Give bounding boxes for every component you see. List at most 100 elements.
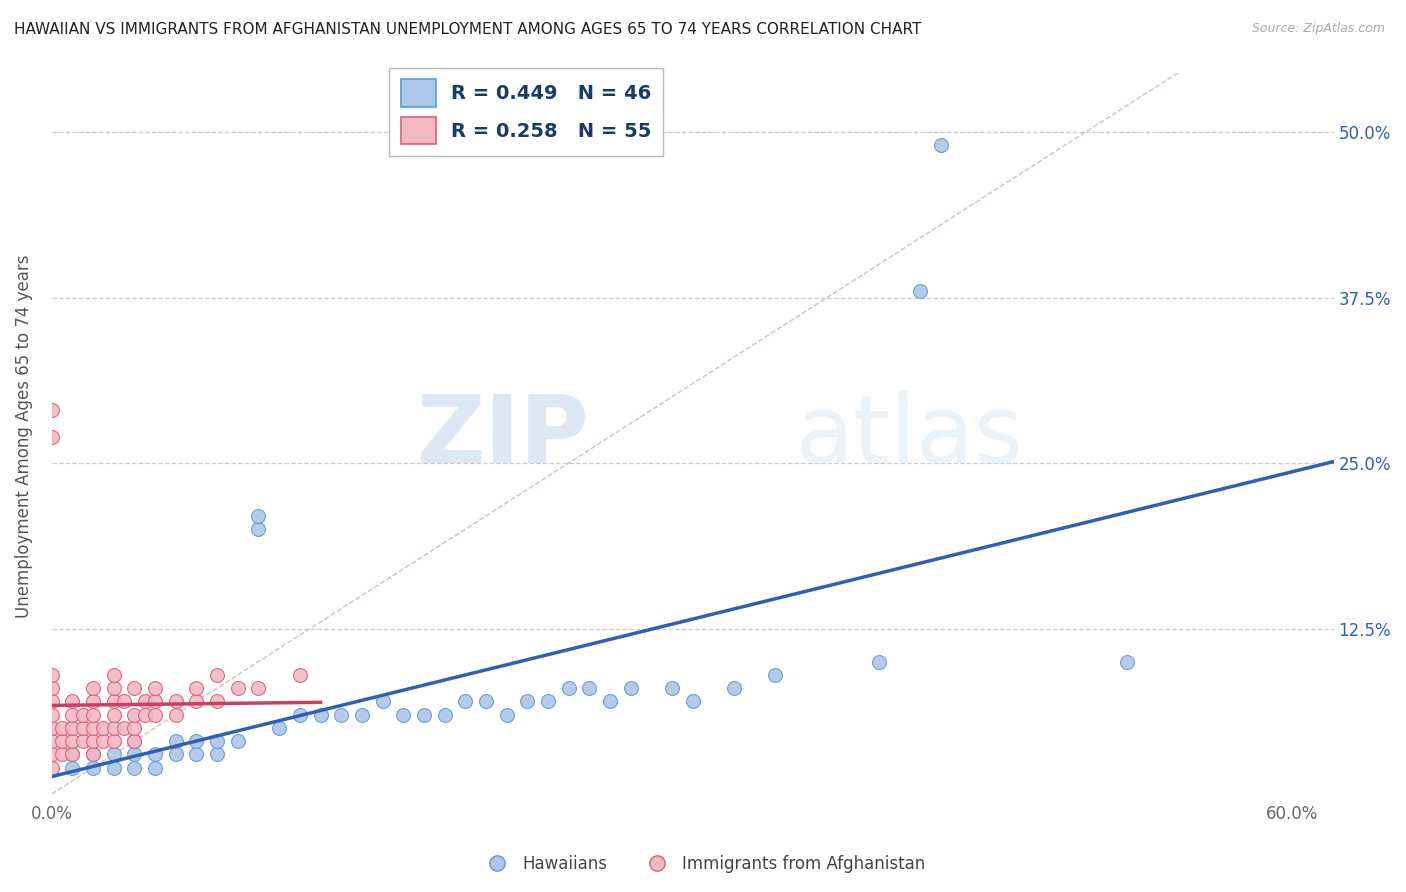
Point bbox=[371, 694, 394, 708]
Point bbox=[392, 707, 415, 722]
Y-axis label: Unemployment Among Ages 65 to 74 years: Unemployment Among Ages 65 to 74 years bbox=[15, 255, 32, 618]
Point bbox=[165, 747, 187, 762]
Point bbox=[475, 694, 498, 708]
Point bbox=[309, 707, 332, 722]
Point bbox=[103, 721, 125, 735]
Point bbox=[103, 747, 125, 762]
Point bbox=[82, 747, 104, 762]
Text: HAWAIIAN VS IMMIGRANTS FROM AFGHANISTAN UNEMPLOYMENT AMONG AGES 65 TO 74 YEARS C: HAWAIIAN VS IMMIGRANTS FROM AFGHANISTAN … bbox=[14, 22, 921, 37]
Point bbox=[62, 760, 84, 774]
Point bbox=[1115, 655, 1137, 669]
Point bbox=[226, 681, 249, 695]
Point bbox=[41, 721, 63, 735]
Point bbox=[205, 668, 228, 682]
Point bbox=[93, 721, 115, 735]
Point bbox=[62, 694, 84, 708]
Point bbox=[103, 668, 125, 682]
Point bbox=[51, 721, 73, 735]
Point bbox=[82, 734, 104, 748]
Point bbox=[82, 721, 104, 735]
Point bbox=[124, 681, 146, 695]
Point bbox=[143, 707, 166, 722]
Point bbox=[62, 747, 84, 762]
Point bbox=[495, 707, 517, 722]
Point bbox=[186, 694, 208, 708]
Point bbox=[62, 734, 84, 748]
Point bbox=[661, 681, 683, 695]
Point bbox=[112, 721, 135, 735]
Point bbox=[247, 522, 270, 536]
Point bbox=[82, 681, 104, 695]
Point bbox=[433, 707, 456, 722]
Text: ZIP: ZIP bbox=[418, 391, 591, 483]
Point bbox=[143, 681, 166, 695]
Point bbox=[82, 694, 104, 708]
Point bbox=[226, 734, 249, 748]
Point bbox=[557, 681, 579, 695]
Point bbox=[41, 760, 63, 774]
Text: Source: ZipAtlas.com: Source: ZipAtlas.com bbox=[1251, 22, 1385, 36]
Point bbox=[41, 734, 63, 748]
Point bbox=[599, 694, 621, 708]
Point bbox=[165, 694, 187, 708]
Point bbox=[682, 694, 704, 708]
Point bbox=[93, 734, 115, 748]
Point bbox=[143, 760, 166, 774]
Point bbox=[82, 760, 104, 774]
Point bbox=[41, 694, 63, 708]
Point bbox=[103, 760, 125, 774]
Point bbox=[143, 747, 166, 762]
Point bbox=[330, 707, 353, 722]
Point bbox=[82, 747, 104, 762]
Point bbox=[41, 403, 63, 417]
Point bbox=[186, 747, 208, 762]
Point bbox=[620, 681, 643, 695]
Point bbox=[186, 734, 208, 748]
Point bbox=[124, 707, 146, 722]
Point bbox=[103, 707, 125, 722]
Point bbox=[165, 734, 187, 748]
Point bbox=[112, 694, 135, 708]
Point bbox=[134, 694, 156, 708]
Text: atlas: atlas bbox=[796, 391, 1024, 483]
Legend: Hawaiians, Immigrants from Afghanistan: Hawaiians, Immigrants from Afghanistan bbox=[474, 848, 932, 880]
Legend: R = 0.449   N = 46, R = 0.258   N = 55: R = 0.449 N = 46, R = 0.258 N = 55 bbox=[389, 68, 664, 156]
Point bbox=[288, 668, 311, 682]
Point bbox=[62, 721, 84, 735]
Point bbox=[350, 707, 373, 722]
Point bbox=[205, 734, 228, 748]
Point bbox=[103, 681, 125, 695]
Point bbox=[124, 734, 146, 748]
Point bbox=[72, 734, 94, 748]
Point bbox=[41, 681, 63, 695]
Point bbox=[288, 707, 311, 722]
Point bbox=[908, 284, 931, 298]
Point bbox=[72, 707, 94, 722]
Point bbox=[124, 721, 146, 735]
Point bbox=[134, 707, 156, 722]
Point bbox=[124, 747, 146, 762]
Point bbox=[578, 681, 600, 695]
Point bbox=[124, 760, 146, 774]
Point bbox=[247, 681, 270, 695]
Point bbox=[269, 721, 291, 735]
Point bbox=[62, 707, 84, 722]
Point bbox=[62, 747, 84, 762]
Point bbox=[41, 429, 63, 443]
Point bbox=[929, 138, 952, 153]
Point bbox=[165, 707, 187, 722]
Point bbox=[454, 694, 477, 708]
Point bbox=[82, 707, 104, 722]
Point bbox=[537, 694, 560, 708]
Point bbox=[868, 655, 890, 669]
Point bbox=[186, 681, 208, 695]
Point bbox=[41, 707, 63, 722]
Point bbox=[72, 721, 94, 735]
Point bbox=[763, 668, 786, 682]
Point bbox=[412, 707, 434, 722]
Point bbox=[51, 747, 73, 762]
Point bbox=[143, 694, 166, 708]
Point bbox=[41, 668, 63, 682]
Point bbox=[205, 747, 228, 762]
Point bbox=[51, 734, 73, 748]
